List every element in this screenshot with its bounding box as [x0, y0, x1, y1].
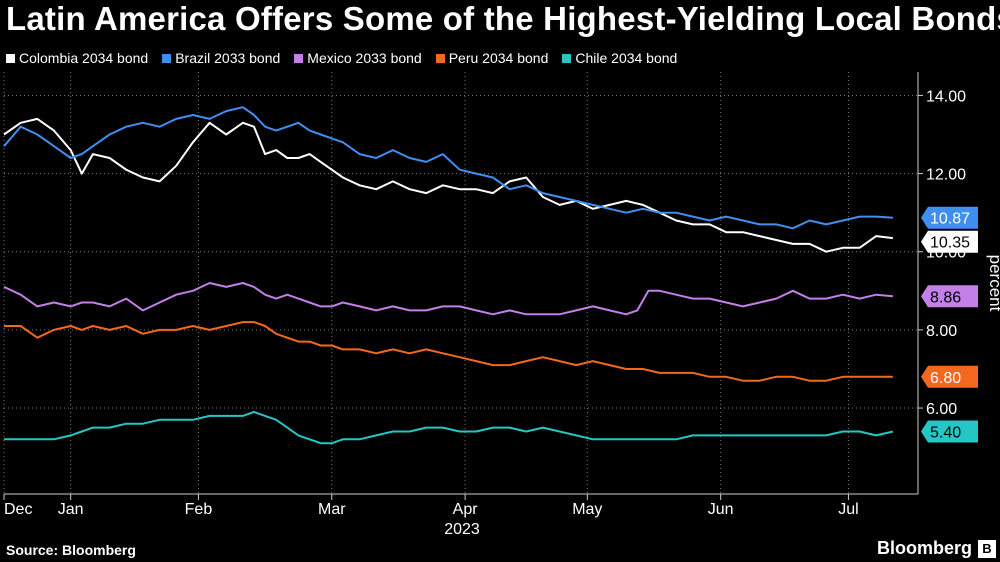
last-value-tag	[921, 206, 978, 229]
brand-name: Bloomberg	[876, 538, 972, 558]
legend-item-chile: Chile 2034 bond	[562, 50, 677, 66]
last-value-tag	[921, 420, 978, 443]
y-tick-label: 8.00	[926, 323, 957, 340]
x-tick-label: Jan	[58, 501, 84, 518]
last-value-tag	[921, 285, 978, 308]
bloomberg-logo: Bloomberg B	[877, 538, 996, 559]
bloomberg-icon: B	[978, 539, 996, 558]
last-value-label: 5.40	[930, 424, 961, 441]
legend: Colombia 2034 bond Brazil 2033 bond Mexi…	[6, 50, 677, 66]
x-tick-label: Apr	[453, 501, 479, 518]
series-line-colombia	[3, 117, 894, 253]
legend-label-brazil: Brazil 2033 bond	[175, 50, 281, 66]
last-value-label: 6.80	[930, 370, 961, 387]
x-tick-label: Dec	[4, 501, 32, 518]
legend-swatch-chile	[562, 53, 572, 63]
legend-swatch-colombia	[6, 53, 15, 63]
legend-item-mexico: Mexico 2033 bond	[294, 50, 422, 66]
legend-swatch-peru	[435, 53, 445, 63]
series-line-brazil	[3, 106, 893, 230]
legend-label-chile: Chile 2034 bond	[575, 50, 678, 66]
legend-swatch-mexico	[294, 53, 304, 63]
legend-item-colombia: Colombia 2034 bond	[6, 50, 148, 66]
legend-label-mexico: Mexico 2033 bond	[307, 50, 422, 66]
legend-item-peru: Peru 2034 bond	[435, 50, 549, 66]
series-line-peru	[4, 321, 893, 382]
x-tick-label: May	[572, 501, 602, 518]
legend-label-colombia: Colombia 2034 bond	[19, 50, 149, 66]
last-value-tag	[921, 230, 978, 253]
source-note: Source: Bloomberg	[6, 542, 136, 558]
chart-title: Latin America Offers Some of the Highest…	[6, 0, 1000, 37]
last-value-tag	[921, 365, 978, 388]
series-line-mexico	[3, 282, 893, 316]
last-value-label: 10.87	[930, 211, 970, 228]
last-value-label: 10.35	[930, 235, 970, 252]
y-tick-label: 14.00	[926, 88, 966, 105]
legend-item-brazil: Brazil 2033 bond	[162, 50, 280, 66]
x-tick-label: Jul	[838, 501, 858, 518]
x-tick-label: Feb	[185, 501, 213, 518]
x-tick-label: Mar	[318, 501, 346, 518]
x-tick-label: Jun	[708, 501, 734, 518]
y-axis-title: percent	[986, 255, 1000, 312]
legend-label-peru: Peru 2034 bond	[448, 50, 549, 66]
legend-swatch-brazil	[162, 53, 172, 63]
y-tick-label: 12.00	[926, 167, 966, 184]
series-line-chile	[4, 410, 894, 445]
y-tick-label: 6.00	[926, 401, 957, 418]
x-year-label: 2023	[444, 521, 480, 538]
last-value-label: 8.86	[930, 289, 961, 306]
